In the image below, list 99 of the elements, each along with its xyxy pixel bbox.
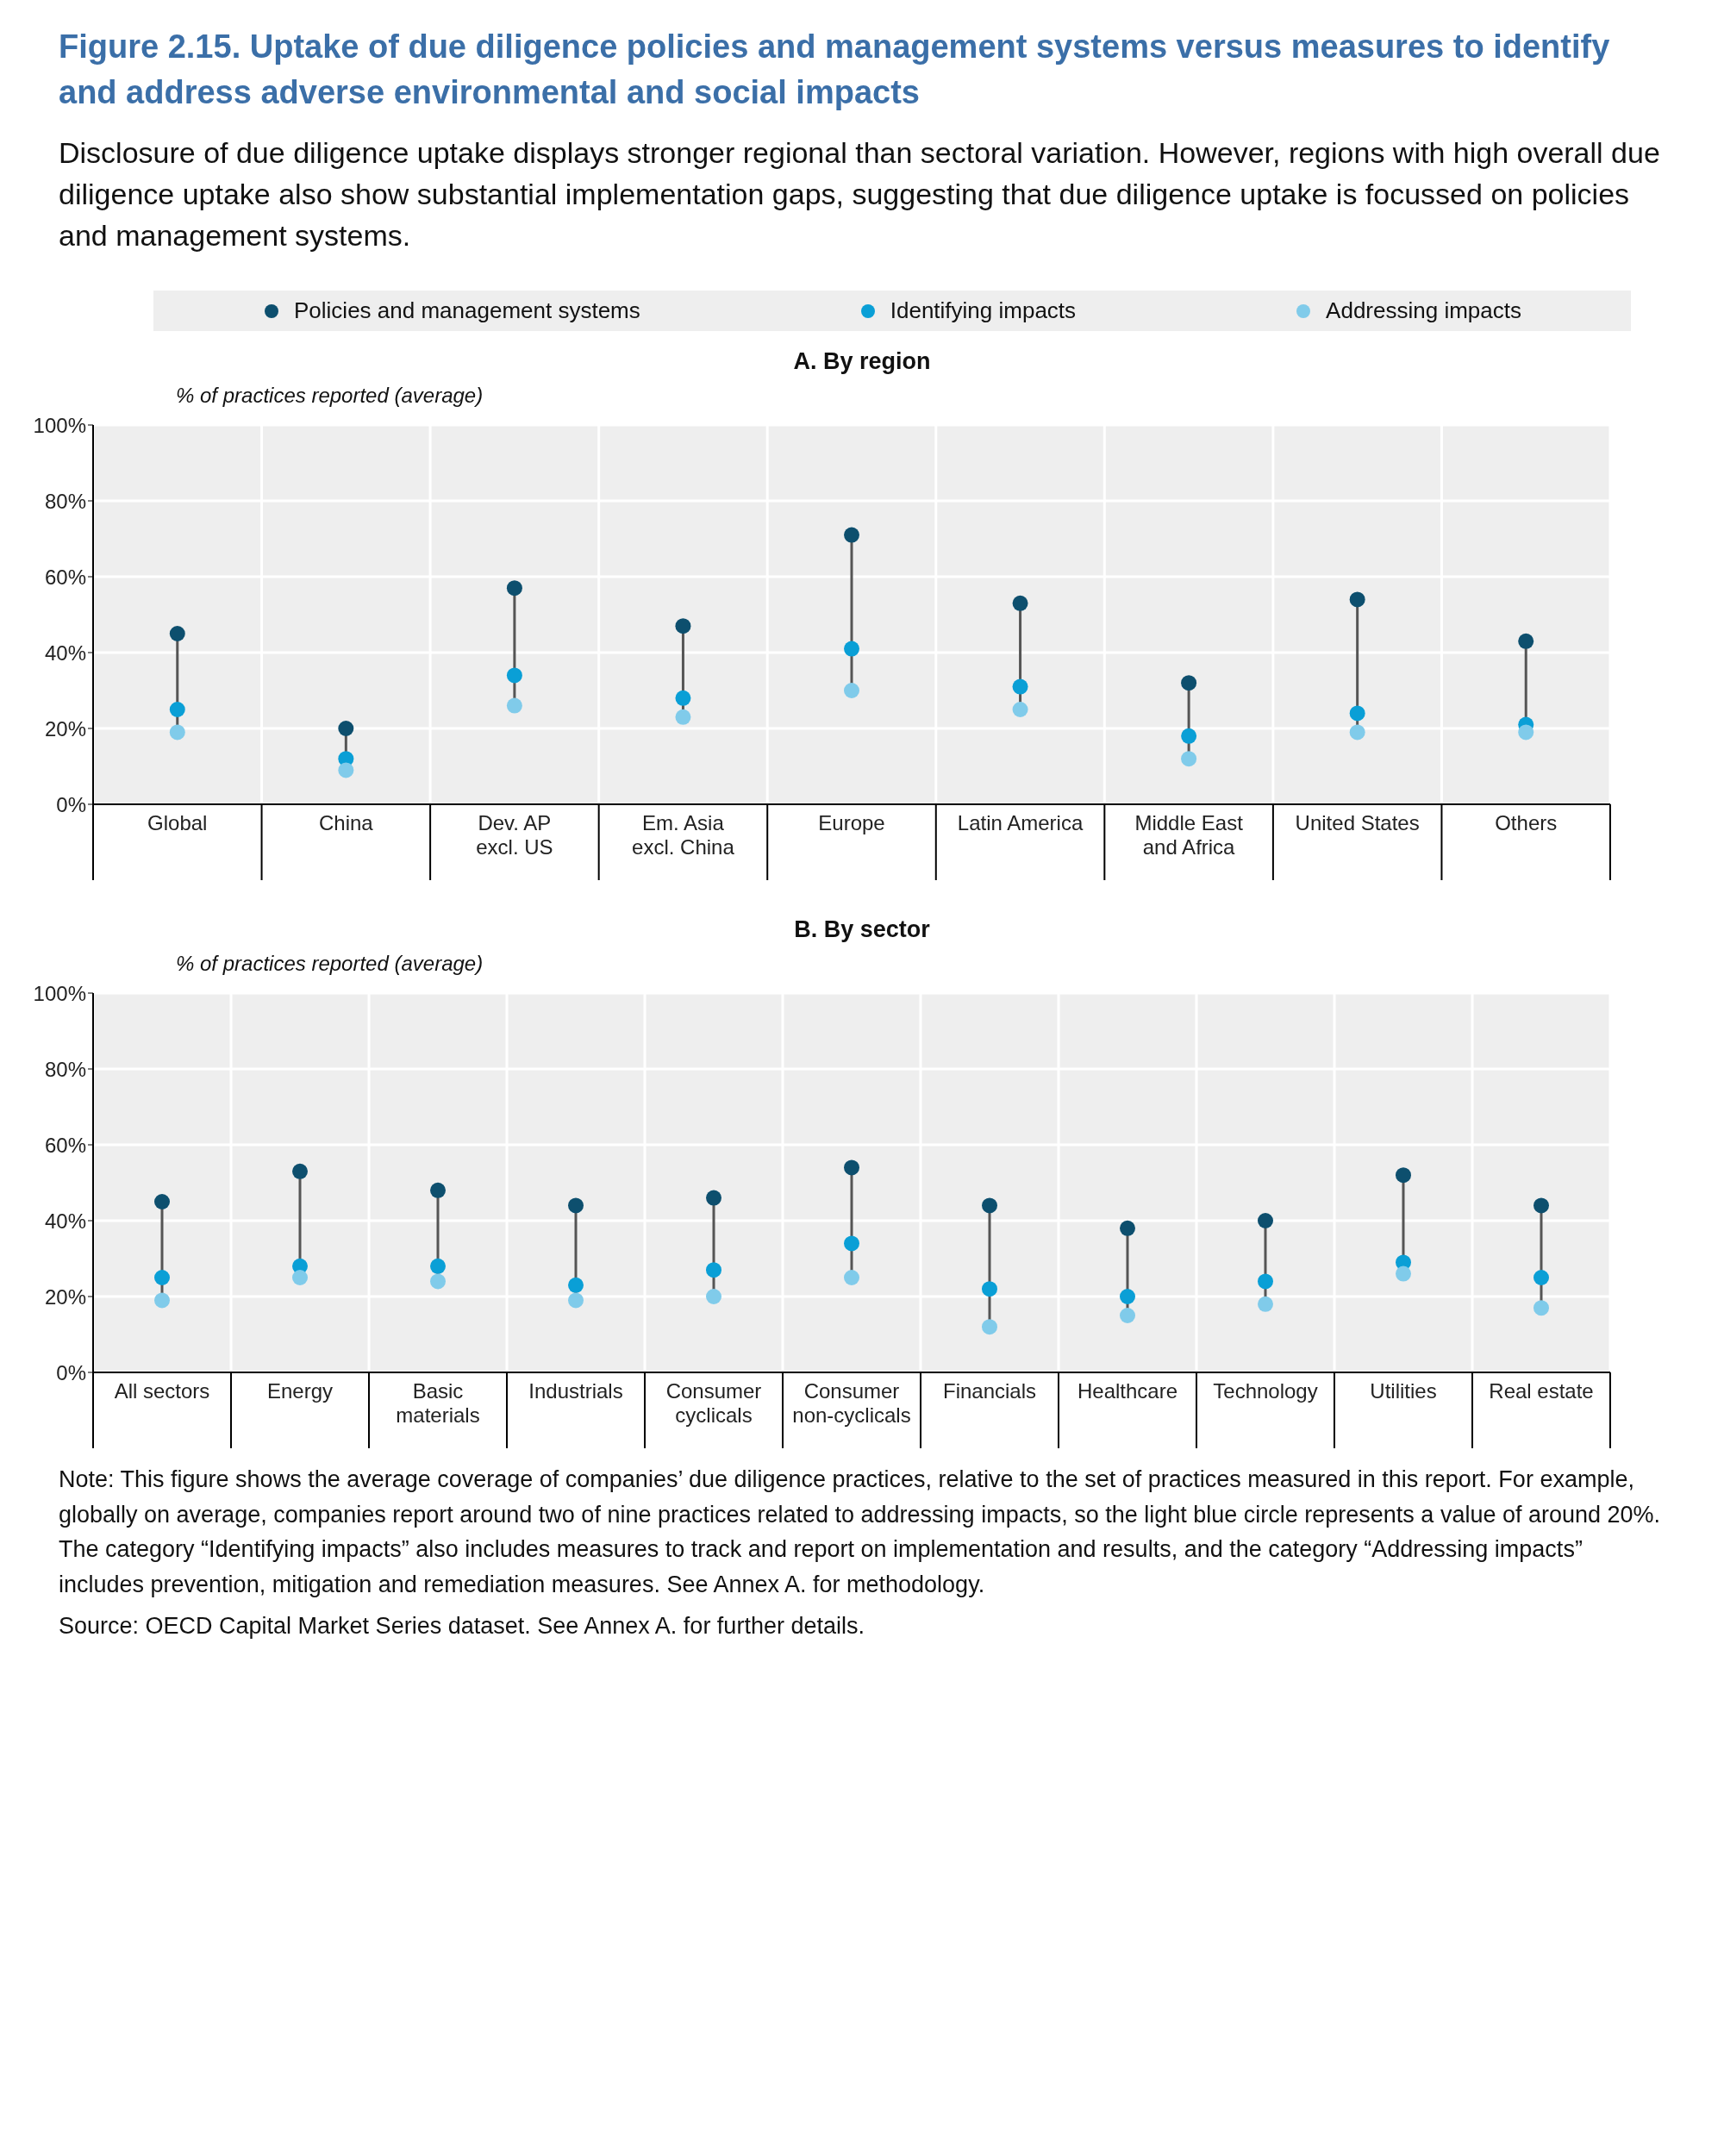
x-tick-label: Basic materials xyxy=(396,1379,480,1428)
x-tick-label: Europe xyxy=(818,811,885,835)
x-tick-label: United States xyxy=(1295,811,1420,835)
point xyxy=(1518,724,1534,741)
point xyxy=(1012,595,1028,611)
text: Note: This figure shows the average coverage of companies’ due diligence practices, relative to the set of practices measured in this report. For example, globally on average, companies report around two of nine practices related to addressing impacts, so the light blue circle represents a value of around 20%. The category “Identifying impacts” also includes measures to track and report on implementation and results, and the category “Addressing impacts” includes prevention, mitigation and remediation measures. See Annex A. for methodology. xyxy=(58,1465,1662,1599)
point xyxy=(675,618,691,634)
x-tick-label: Global xyxy=(147,811,208,835)
point xyxy=(1396,1167,1411,1184)
point xyxy=(292,1270,308,1286)
point xyxy=(844,683,859,699)
point xyxy=(675,690,691,706)
point xyxy=(844,1159,859,1176)
point xyxy=(506,697,522,714)
point xyxy=(430,1182,446,1198)
point xyxy=(1533,1197,1549,1214)
point xyxy=(338,721,354,737)
point xyxy=(1258,1273,1273,1290)
x-tick-label: Energy xyxy=(266,1379,334,1403)
x-tick-label: Consumer non-cyclicals xyxy=(792,1379,911,1428)
point xyxy=(1120,1289,1135,1305)
point xyxy=(1533,1270,1549,1286)
y-tick-label: 20% xyxy=(44,716,86,741)
point xyxy=(154,1292,170,1309)
y-tick-label: 80% xyxy=(44,489,86,513)
point xyxy=(706,1262,721,1278)
point xyxy=(706,1289,721,1305)
point xyxy=(844,641,859,657)
y-tick-label: 40% xyxy=(44,1209,86,1233)
text: A. By region xyxy=(792,348,932,376)
y-tick-label: 60% xyxy=(44,565,86,589)
point xyxy=(1518,633,1534,649)
legend-label: Policies and management systems xyxy=(294,297,640,325)
point xyxy=(1012,702,1028,718)
y-tick-label: 0% xyxy=(56,1360,86,1384)
point xyxy=(675,709,691,725)
x-tick-label: Em. Asia excl. China xyxy=(632,811,735,859)
x-tick-label: Technology xyxy=(1213,1379,1318,1403)
point xyxy=(568,1277,584,1293)
legend-label: Addressing impacts xyxy=(1326,297,1521,325)
point xyxy=(1012,678,1028,695)
point xyxy=(1533,1300,1549,1316)
source-note: Source: OECD Capital Market Series dataset. See Annex A. for further details. xyxy=(58,1612,865,1641)
point xyxy=(154,1270,170,1286)
point xyxy=(292,1163,308,1179)
y-tick-label: 100% xyxy=(33,413,86,437)
point xyxy=(982,1281,997,1297)
y-tick-label: 100% xyxy=(33,981,86,1005)
x-tick-label: Others xyxy=(1495,811,1558,835)
point xyxy=(844,1270,859,1286)
x-tick-label: Healthcare xyxy=(1077,1379,1178,1403)
y-axis-title: % of practices reported (average) xyxy=(176,952,484,977)
point xyxy=(169,626,185,642)
point xyxy=(1181,728,1197,744)
chart-subtitle: Disclosure of due diligence uptake displays stronger regional than sectoral variation. However, regions with high overall due diligence uptake also show substantial implementation gaps, suggesting that due diligence uptake is focussed on policies and management systems. xyxy=(58,135,1661,253)
point xyxy=(1120,1308,1135,1324)
point xyxy=(844,527,859,543)
x-tick-label: Consumer cyclicals xyxy=(665,1379,762,1428)
point xyxy=(568,1292,584,1309)
y-tick-label: 60% xyxy=(44,1133,86,1157)
point xyxy=(506,667,522,684)
point xyxy=(844,1235,859,1252)
point xyxy=(1396,1265,1411,1282)
point xyxy=(706,1190,721,1206)
point xyxy=(1181,751,1197,767)
y-axis-title: % of practices reported (average) xyxy=(176,384,484,409)
point xyxy=(1258,1213,1273,1229)
legend-label: Identifying impacts xyxy=(890,297,1077,325)
y-tick-label: 0% xyxy=(56,792,86,816)
point xyxy=(169,724,185,741)
x-tick-label: Middle East and Africa xyxy=(1134,811,1244,859)
chart-title: Figure 2.15. Uptake of due diligence policies and management systems versus measures to identify and address adverse environmental and social impacts xyxy=(58,28,1611,113)
x-tick-label: China xyxy=(318,811,374,835)
y-tick-label: 80% xyxy=(44,1057,86,1081)
point xyxy=(982,1197,997,1214)
x-tick-label: Dev. AP excl. US xyxy=(476,811,553,859)
x-tick-label: Industrials xyxy=(528,1379,623,1403)
point xyxy=(1181,675,1197,691)
point xyxy=(1349,705,1365,722)
point xyxy=(169,702,185,718)
x-tick-label: Latin America xyxy=(957,811,1084,835)
point xyxy=(338,762,354,778)
x-tick-label: Utilities xyxy=(1370,1379,1437,1403)
point xyxy=(430,1273,446,1290)
point xyxy=(154,1194,170,1210)
point xyxy=(1349,591,1365,608)
x-tick-label: All sectors xyxy=(114,1379,210,1403)
point xyxy=(568,1197,584,1214)
point xyxy=(1120,1220,1135,1236)
y-tick-label: 40% xyxy=(44,641,86,665)
y-tick-label: 20% xyxy=(44,1284,86,1309)
x-tick-label: Real estate xyxy=(1489,1379,1594,1403)
point xyxy=(506,580,522,597)
chart-title: B. By sector xyxy=(793,916,931,944)
point xyxy=(1349,724,1365,741)
point xyxy=(1258,1296,1273,1312)
x-tick-label: Financials xyxy=(942,1379,1037,1403)
point xyxy=(430,1258,446,1274)
point xyxy=(982,1319,997,1335)
